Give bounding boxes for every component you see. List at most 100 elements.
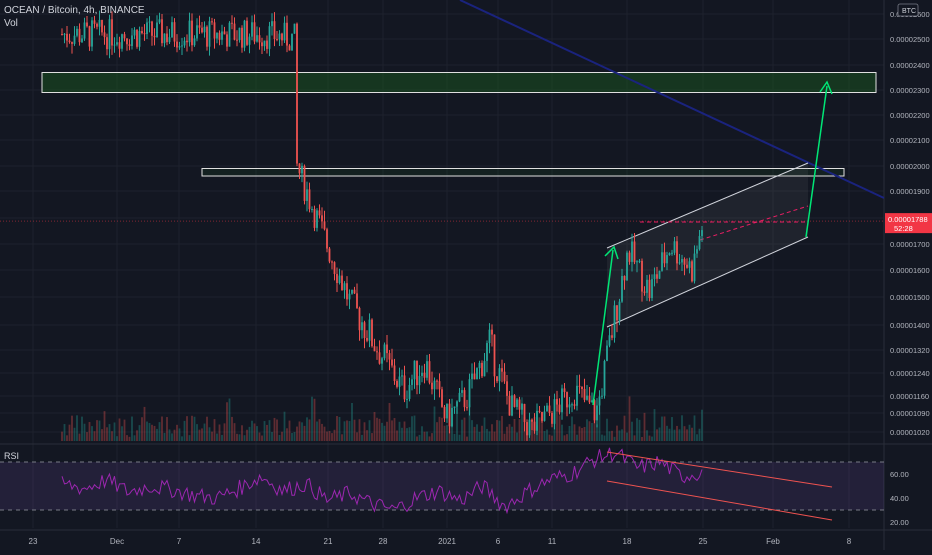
candle-body bbox=[258, 35, 261, 43]
candle-body bbox=[378, 352, 381, 364]
volume-bar bbox=[201, 428, 203, 441]
volume-bar bbox=[481, 425, 483, 441]
trend-line[interactable] bbox=[459, 0, 885, 199]
volume-bar bbox=[408, 427, 411, 441]
candle-body bbox=[161, 19, 163, 44]
time-axis[interactable]: 23 Dec 7 14 21 28 2021 6 11 18 25 Feb 8 bbox=[29, 537, 852, 546]
volume-bar bbox=[693, 415, 696, 441]
volume-bar bbox=[403, 421, 406, 441]
volume-bar bbox=[466, 436, 468, 441]
candle-body bbox=[303, 165, 306, 201]
candle-body bbox=[608, 335, 611, 346]
candle-body bbox=[418, 376, 421, 386]
candle-body bbox=[451, 407, 453, 427]
candle-body bbox=[586, 395, 588, 400]
candle-body bbox=[666, 255, 668, 264]
candle-body bbox=[436, 380, 438, 382]
volume-bar bbox=[236, 433, 238, 441]
candle-body bbox=[573, 404, 576, 406]
volume-bar bbox=[581, 427, 583, 441]
descending-trend-line bbox=[459, 0, 885, 199]
volume-bar bbox=[116, 436, 118, 441]
ascending-channel[interactable] bbox=[0, 162, 884, 328]
volume-bar bbox=[81, 416, 83, 441]
volume-bar bbox=[331, 433, 333, 441]
volume-bar bbox=[166, 417, 168, 441]
volume-bar bbox=[373, 411, 376, 441]
volume-bar bbox=[321, 423, 323, 441]
candle-body bbox=[298, 163, 301, 174]
volume-bar bbox=[666, 425, 668, 441]
candle-body bbox=[173, 22, 176, 42]
price-tick-label: 0.00001500 bbox=[890, 293, 930, 302]
candle-body bbox=[523, 403, 526, 423]
candle-body bbox=[478, 362, 481, 369]
volume-bar bbox=[558, 415, 561, 441]
bar-countdown: 52:28 bbox=[894, 224, 913, 233]
volume-bar bbox=[281, 431, 283, 441]
volume-bar bbox=[398, 421, 401, 441]
price-tick-label: 0.00002000 bbox=[890, 162, 930, 171]
candle-body bbox=[61, 34, 63, 35]
candle-body bbox=[228, 22, 231, 47]
candle-body bbox=[336, 273, 338, 283]
rsi-band-fill bbox=[0, 462, 884, 510]
candle-body bbox=[668, 253, 671, 256]
candle-body bbox=[316, 210, 318, 228]
volume-bar bbox=[443, 425, 446, 441]
volume-bar bbox=[643, 412, 646, 441]
candle-body bbox=[373, 346, 376, 352]
candle-body bbox=[91, 20, 93, 47]
candle-body bbox=[613, 305, 616, 338]
candle-body bbox=[291, 33, 293, 51]
volume-bar bbox=[278, 434, 281, 441]
volume-bar bbox=[221, 434, 223, 441]
candle-body bbox=[673, 241, 676, 253]
candle-body bbox=[146, 22, 148, 35]
current-price-tag bbox=[885, 213, 932, 234]
price-axis[interactable]: 0.000026000.000025000.000024000.00002300… bbox=[885, 3, 932, 437]
volume-bar bbox=[163, 432, 166, 441]
candle-body bbox=[603, 360, 606, 396]
volume-bar bbox=[298, 421, 301, 441]
volume-bar bbox=[306, 417, 308, 441]
candle-body bbox=[661, 252, 663, 271]
rsi-line bbox=[61, 447, 703, 515]
candle-body bbox=[268, 26, 271, 49]
volume-bar bbox=[363, 422, 366, 441]
candle-body bbox=[198, 25, 201, 28]
resistance-zones[interactable] bbox=[41, 72, 877, 177]
candle-body bbox=[431, 382, 433, 390]
candle-body bbox=[473, 373, 476, 380]
volume-bar bbox=[506, 426, 508, 441]
volume-bar bbox=[496, 420, 498, 441]
candle-body bbox=[453, 406, 456, 408]
volume-bar bbox=[701, 409, 703, 441]
volume-bar bbox=[351, 402, 353, 441]
time-tick-label: 21 bbox=[324, 537, 333, 546]
volume-bar bbox=[63, 424, 66, 441]
volume-bar bbox=[511, 426, 513, 441]
volume-bar bbox=[323, 426, 326, 441]
current-price-value: 0.00001788 bbox=[888, 215, 928, 224]
rsi-pane[interactable]: RSI 60.00 40.00 20.00 bbox=[0, 447, 909, 527]
candle-body bbox=[501, 368, 503, 372]
candle-body bbox=[328, 248, 331, 262]
candle-body bbox=[688, 261, 691, 268]
candle-body bbox=[406, 398, 408, 400]
candle-body bbox=[358, 307, 361, 331]
rsi-divergence-upper bbox=[606, 451, 833, 488]
time-tick-label: 14 bbox=[252, 537, 261, 546]
candle-body bbox=[658, 270, 661, 279]
volume-bar bbox=[698, 428, 701, 441]
volume-bar bbox=[628, 396, 631, 441]
volume-bar bbox=[468, 404, 471, 441]
projection-arrows[interactable] bbox=[592, 80, 833, 406]
volume-bar bbox=[251, 420, 253, 441]
candle-body bbox=[131, 35, 133, 46]
volume-bar bbox=[353, 419, 356, 441]
candle-body bbox=[536, 410, 538, 431]
volume-bar bbox=[376, 417, 378, 441]
